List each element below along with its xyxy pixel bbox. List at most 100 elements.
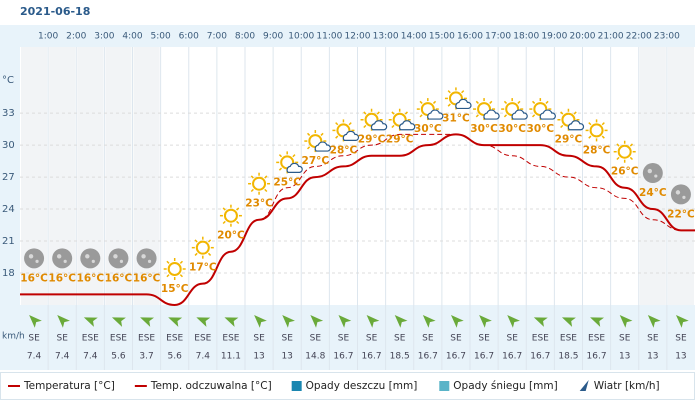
x-tick-label: 10:00 [288,32,314,42]
x-tick-label: 15:00 [429,32,455,42]
y-tick-label: 18 [2,268,15,279]
temperature-label: 23°C [245,198,273,210]
wind-arrow [675,315,689,328]
temperature-label: 16°C [105,272,133,284]
legend-label: Temperatura [°C] [23,380,115,392]
sun-ray [179,274,183,278]
sun-ray [207,239,212,243]
sun-ray [616,143,620,147]
sun-ray [503,114,508,118]
wind-arrow [310,315,324,328]
temperature-label: 15°C [161,283,189,295]
wind-direction: ESE [222,334,239,344]
x-tick-label: 2:00 [66,32,86,42]
sun-ray [404,111,408,115]
moon-crater [141,254,146,259]
wind-direction: SE [366,334,378,344]
cloud-icon [399,120,416,131]
wind-arrow [479,315,492,328]
wind-speed: 7.4 [196,352,211,362]
wind-speed: 7.4 [55,352,70,362]
wind-speed: 13 [647,352,658,362]
wind-arrow [619,315,633,328]
sun-ray [461,90,465,94]
sun-ray [601,135,605,139]
wind-unit: km/h [2,332,25,342]
temperature-label: 16°C [133,272,161,284]
x-tick-label: 3:00 [94,32,114,42]
temperature-label: 28°C [330,144,358,156]
sun-ray [560,124,564,129]
x-tick-label: 9:00 [263,32,283,42]
x-tick-label: 7:00 [207,32,227,42]
temperature-label: 20°C [217,230,245,242]
x-tick-label: 23:00 [654,32,680,42]
wind-speed: 16.7 [418,352,438,362]
sun-ray [166,260,170,264]
sun-ray [376,111,380,115]
sun-icon [195,240,210,255]
wind-arrow [507,315,520,328]
moon-crater [647,168,653,174]
wind-speed: 3.7 [139,352,153,362]
wind-speed: 11.1 [221,352,241,362]
sun-ray [475,100,479,104]
moon-icon [670,184,691,205]
sun-ray [503,100,508,104]
sun-ray [532,100,536,104]
wind-speed: 16.7 [587,352,607,362]
temperature-label: 29°C [358,134,386,146]
cloud-icon [286,162,303,173]
wind-arrow [561,317,576,327]
cloud-icon [314,141,331,152]
x-tick-label: 14:00 [401,32,427,42]
wind-speed: 16.7 [530,352,550,362]
sun-ray [629,156,633,161]
y-tick-label: 27 [2,172,15,183]
wind-speed: 18.5 [390,352,410,362]
temperature-label: 29°C [555,134,583,146]
wind-direction: SE [28,334,40,344]
wind-arrow [29,315,42,328]
wind-arrow [140,317,155,327]
legend-label: Opady śniegu [mm] [453,380,557,392]
wind-direction: SE [506,334,518,344]
sun-ray [447,90,451,94]
wind-speed: 13 [253,352,264,362]
sun-ray [489,100,493,104]
moon-crater [675,190,681,195]
y-tick-label: 30 [2,140,15,151]
wind-speed: 5.6 [111,352,126,362]
moon-crater [113,254,118,259]
y-tick-label: 21 [2,236,15,247]
wind-arrow [590,317,605,327]
sun-ray [250,188,254,193]
sun-ray [348,122,352,126]
wind-arrow [282,315,295,328]
sun-icon [252,176,267,191]
sun-ray [335,135,339,139]
wind-direction: SE [422,334,434,344]
wind-direction: ESE [82,334,99,344]
x-tick-label: 11:00 [316,32,342,42]
moon-icon [108,248,129,269]
wind-arrow [338,315,352,328]
cloud-icon [539,109,556,120]
temperature-line [20,133,695,307]
wind-arrow [111,317,126,327]
moon-crater [147,259,152,263]
wind-direction: SE [56,334,68,344]
moon-crater [85,254,90,259]
wind-speed: 16.7 [362,352,382,362]
sun-ray [264,188,268,193]
sun-ray [391,111,395,115]
temperature-label: 30°C [470,123,498,135]
wind-arrow [196,317,211,327]
x-tick-label: 22:00 [626,32,652,42]
wind-direction: ESE [166,334,183,344]
sun-ray [222,220,226,225]
sun-ray [179,260,183,264]
sun-ray [517,100,521,104]
moon-crater [119,259,124,263]
